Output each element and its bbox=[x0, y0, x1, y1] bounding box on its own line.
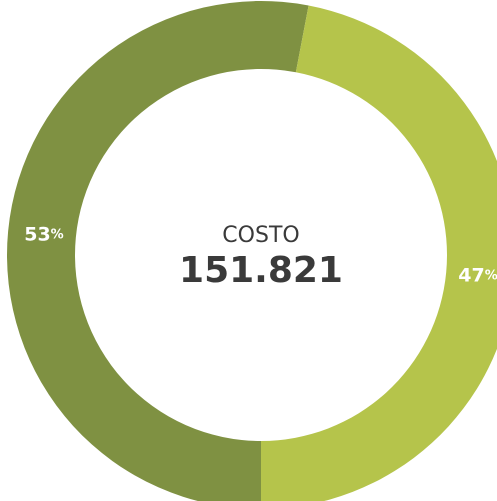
donut-slice bbox=[7, 1, 309, 501]
slices bbox=[7, 1, 497, 501]
value-label: 53% bbox=[24, 223, 63, 245]
value-label: 47% bbox=[458, 264, 497, 286]
center-value: 151.821 bbox=[179, 250, 343, 291]
center-title: COSTO bbox=[222, 223, 299, 248]
donut-slice bbox=[261, 5, 497, 501]
